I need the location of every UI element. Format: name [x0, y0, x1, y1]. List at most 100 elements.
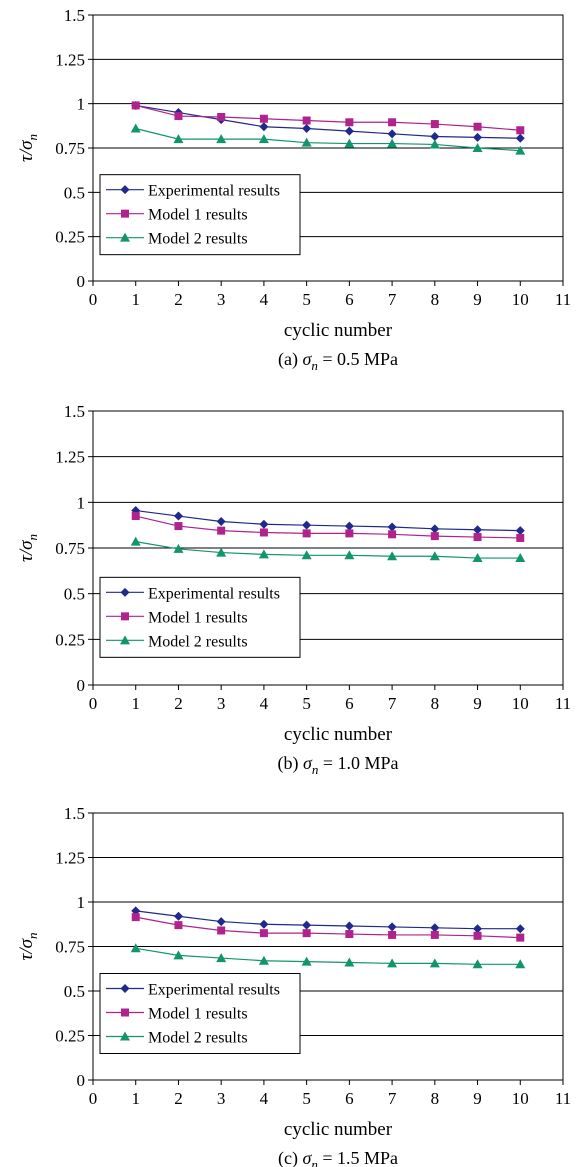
x-tick-label: 9 [473, 1089, 482, 1108]
series-triangle [130, 123, 526, 155]
y-tick-label: 0.25 [55, 1027, 85, 1046]
y-tick-label: 1.5 [64, 6, 85, 25]
square-marker [259, 114, 268, 123]
square-marker [121, 612, 129, 621]
diamond-marker [120, 185, 130, 195]
caption: (c) σn = 1.5 MPa [278, 1148, 398, 1167]
triangle-marker [130, 943, 141, 953]
triangle-marker [387, 958, 398, 968]
x-tick-label: 3 [217, 694, 226, 713]
triangle-marker [216, 134, 227, 144]
y-axis-label: τ/σn [16, 933, 40, 961]
x-tick-label: 6 [345, 290, 354, 309]
legend-item: Experimental results [106, 982, 280, 999]
y-tick-label: 0.75 [55, 539, 85, 558]
y-tick-label: 0.5 [64, 585, 85, 604]
legend-box [99, 174, 301, 256]
y-tick-label: 0 [77, 272, 86, 291]
diamond-marker [515, 924, 525, 934]
series-line [135, 916, 521, 939]
legend: Experimental results Model 1 results Model… [99, 576, 301, 658]
diamond-marker [344, 521, 354, 531]
x-tick-label: 11 [555, 694, 571, 713]
x-tick-label: 5 [302, 694, 311, 713]
legend-item: Model 2 results [106, 633, 248, 650]
triangle-marker [301, 550, 312, 560]
square-marker [131, 512, 140, 521]
diamond-marker [302, 123, 312, 133]
diamond-marker [216, 517, 226, 527]
square-marker [388, 530, 397, 539]
triangle-marker [429, 551, 440, 561]
diamond-marker [430, 524, 440, 534]
x-tick-label: 2 [174, 1089, 183, 1108]
x-tick-label: 1 [131, 694, 140, 713]
x-tick-label: 9 [473, 290, 482, 309]
y-tick-label: 0.5 [64, 183, 85, 202]
y-tick-label: 0 [77, 676, 86, 695]
square-marker [174, 112, 183, 121]
x-tick-label: 0 [89, 1089, 98, 1108]
y-tick-label: 0 [77, 1071, 86, 1090]
square-marker [430, 930, 439, 939]
y-tick-label: 1 [77, 893, 86, 912]
triangle-marker [387, 551, 398, 561]
x-tick-label: 4 [260, 1089, 269, 1108]
diamond-marker [344, 921, 354, 931]
series-square [131, 101, 525, 135]
square-marker [121, 209, 129, 218]
x-tick-label: 5 [302, 290, 311, 309]
y-tick-label: 0.25 [55, 630, 85, 649]
x-tick-label: 3 [217, 1089, 226, 1108]
x-tick-label: 10 [512, 1089, 529, 1108]
triangle-marker [120, 1031, 130, 1041]
chart-panel-1: 0 0.25 0.5 0.75 1 1.25 1.5 0 1 2 3 4 5 6 7 8 9 10 11 τ/σn cy… [16, 6, 571, 373]
x-tick-label: 11 [555, 1089, 571, 1108]
legend: Experimental results Model 1 results Model… [99, 174, 301, 256]
series-diamond [131, 906, 525, 934]
x-tick-label: 10 [512, 290, 529, 309]
x-tick-label: 7 [388, 290, 397, 309]
legend: Experimental results Model 1 results Model… [99, 973, 301, 1054]
triangle-marker [216, 953, 227, 963]
square-marker [430, 120, 439, 129]
triangle-marker [515, 145, 526, 155]
series-square [131, 913, 525, 942]
diamond-marker [120, 984, 130, 993]
caption: (a) σn = 0.5 MPa [278, 349, 398, 373]
x-tick-label: 4 [260, 290, 269, 309]
chart-panel-3: 0 0.25 0.5 0.75 1 1.25 1.5 0 1 2 3 4 5 6 7 8 9 10 11 τ/σn cy… [16, 804, 571, 1167]
y-tick-label: 1.5 [64, 402, 85, 421]
triangle-marker [472, 553, 483, 563]
chart-panel-2: 0 0.25 0.5 0.75 1 1.25 1.5 0 1 2 3 4 5 6 7 8 9 10 11 τ/σn cy… [16, 402, 571, 777]
triangle-marker [130, 536, 141, 546]
triangle-marker [472, 959, 483, 969]
legend-item: Model 1 results [106, 1006, 248, 1023]
y-tick-label: 1 [77, 95, 86, 114]
x-tick-label: 4 [260, 694, 269, 713]
x-axis-label: cyclic number [284, 1119, 393, 1140]
y-tick-label: 0.25 [55, 228, 85, 247]
triangle-marker [258, 134, 269, 144]
x-tick-label: 2 [174, 694, 183, 713]
square-marker [516, 126, 525, 135]
legend-item: Model 2 results [106, 231, 248, 248]
legend-label: Experimental results [148, 585, 280, 602]
triangle-marker [173, 134, 184, 144]
square-marker [174, 921, 183, 930]
triangle-marker [344, 138, 355, 148]
triangle-marker [429, 139, 440, 149]
triangle-marker [173, 543, 184, 553]
y-axis-label: τ/σn [16, 534, 40, 562]
series-diamond [131, 506, 525, 536]
legend-label: Model 2 results [148, 1030, 248, 1047]
diamond-marker [216, 917, 226, 927]
square-marker [473, 931, 482, 940]
diamond-marker [302, 920, 312, 930]
y-tick-label: 1 [77, 493, 86, 512]
square-marker [174, 522, 183, 531]
triangle-marker [301, 956, 312, 966]
triangle-marker [258, 955, 269, 965]
legend-item: Model 1 results [106, 609, 248, 626]
x-tick-label: 1 [131, 290, 140, 309]
